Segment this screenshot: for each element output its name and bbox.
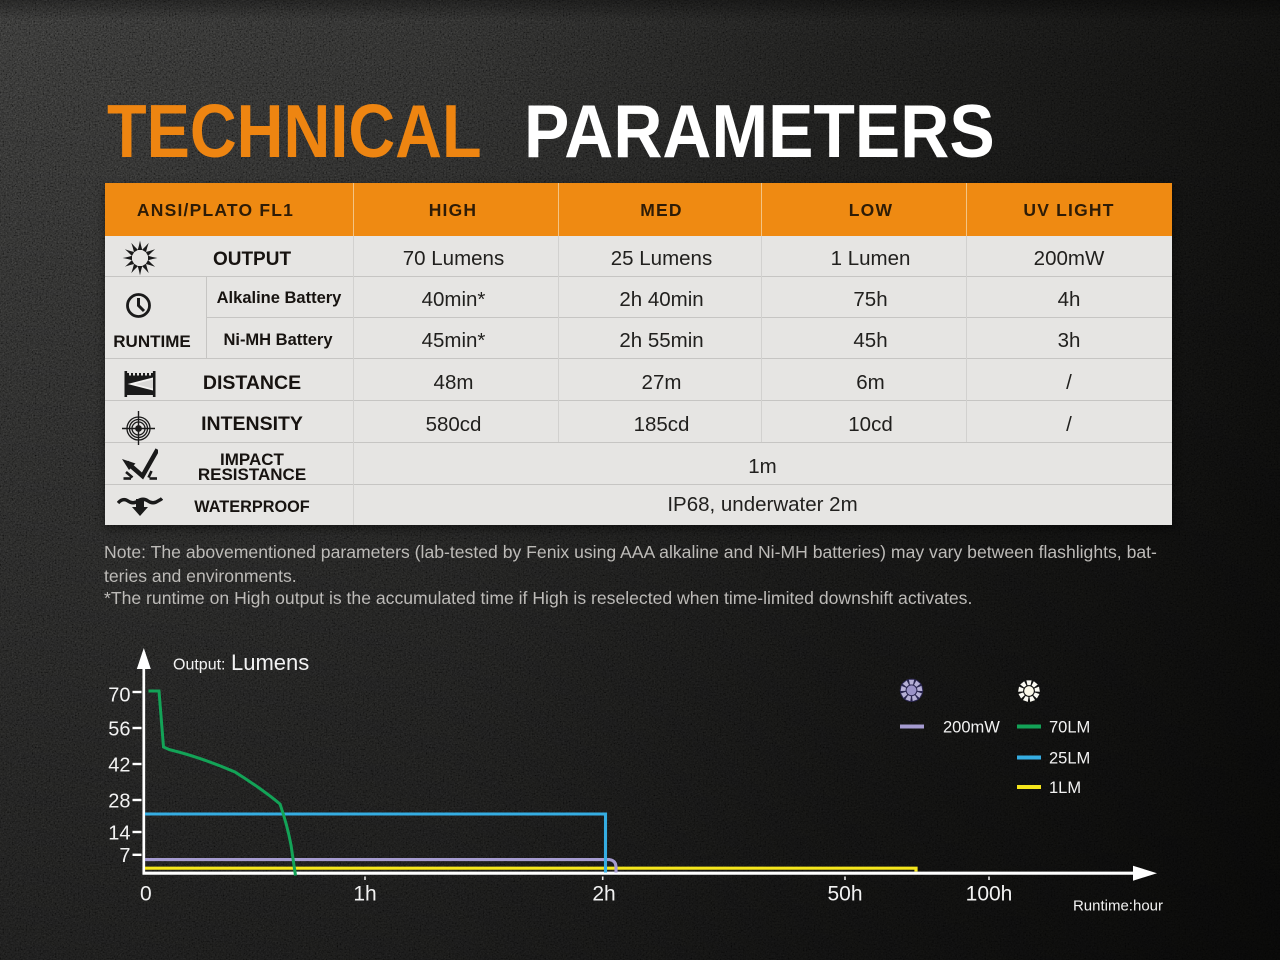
svg-text:Output:: Output: — [173, 657, 225, 674]
svg-text:0: 0 — [140, 882, 152, 905]
svg-text:56: 56 — [108, 718, 130, 740]
svg-text:14: 14 — [108, 822, 130, 844]
svg-text:28: 28 — [108, 790, 130, 812]
svg-text:1LM: 1LM — [1049, 779, 1081, 797]
svg-text:50h: 50h — [827, 882, 862, 905]
svg-text:2h: 2h — [592, 882, 615, 905]
svg-text:42: 42 — [108, 754, 130, 776]
svg-text:25LM: 25LM — [1049, 750, 1090, 768]
svg-text:Runtime:hour: Runtime:hour — [1073, 898, 1163, 915]
svg-text:70LM: 70LM — [1049, 719, 1090, 737]
svg-text:1h: 1h — [353, 882, 376, 905]
svg-text:100h: 100h — [966, 882, 1013, 905]
svg-text:200mW: 200mW — [943, 719, 1000, 737]
svg-text:7: 7 — [119, 845, 130, 867]
svg-text:70: 70 — [108, 684, 130, 706]
svg-text:Lumens: Lumens — [231, 650, 309, 675]
